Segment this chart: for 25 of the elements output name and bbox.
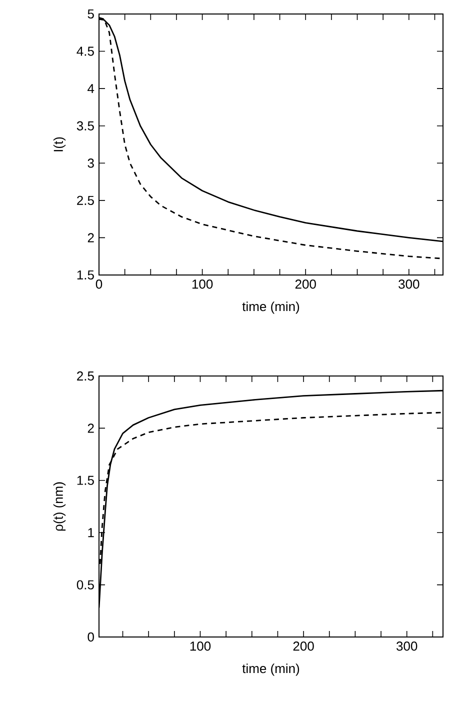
- y-axis-title: I(t): [53, 137, 66, 152]
- y-tick-label: 2.5: [77, 371, 94, 381]
- x-tick-label: 100: [190, 642, 211, 651]
- y-tick-label: 5: [88, 9, 94, 19]
- y-tick-label: 0: [88, 632, 94, 642]
- y-tick-label: 1.5: [77, 476, 94, 485]
- y-axis-title: ρ(t) (nm): [53, 482, 66, 531]
- y-tick-label: 3: [88, 158, 94, 168]
- y-tick-label: 1: [88, 528, 94, 538]
- x-tick-label: 0: [96, 280, 102, 289]
- x-axis-title: time (min): [242, 302, 300, 314]
- x-tick-label: 300: [398, 280, 420, 289]
- x-tick-label: 100: [192, 280, 213, 289]
- y-tick-label: 1.5: [77, 270, 94, 280]
- y-tick-label: 3.5: [76, 121, 94, 130]
- y-tick-label: 2: [88, 233, 94, 242]
- y-tick-label: 4.5: [76, 46, 94, 56]
- x-tick-label: 200: [295, 280, 316, 289]
- y-tick-label: 4: [88, 84, 94, 94]
- x-tick-label: 300: [396, 642, 418, 651]
- y-tick-label: 0.5: [76, 580, 94, 590]
- x-axis-title: time (min): [242, 664, 300, 676]
- x-tick-label: 200: [293, 642, 314, 651]
- y-tick-label: 2.5: [77, 196, 94, 206]
- y-tick-label: 2: [88, 424, 94, 433]
